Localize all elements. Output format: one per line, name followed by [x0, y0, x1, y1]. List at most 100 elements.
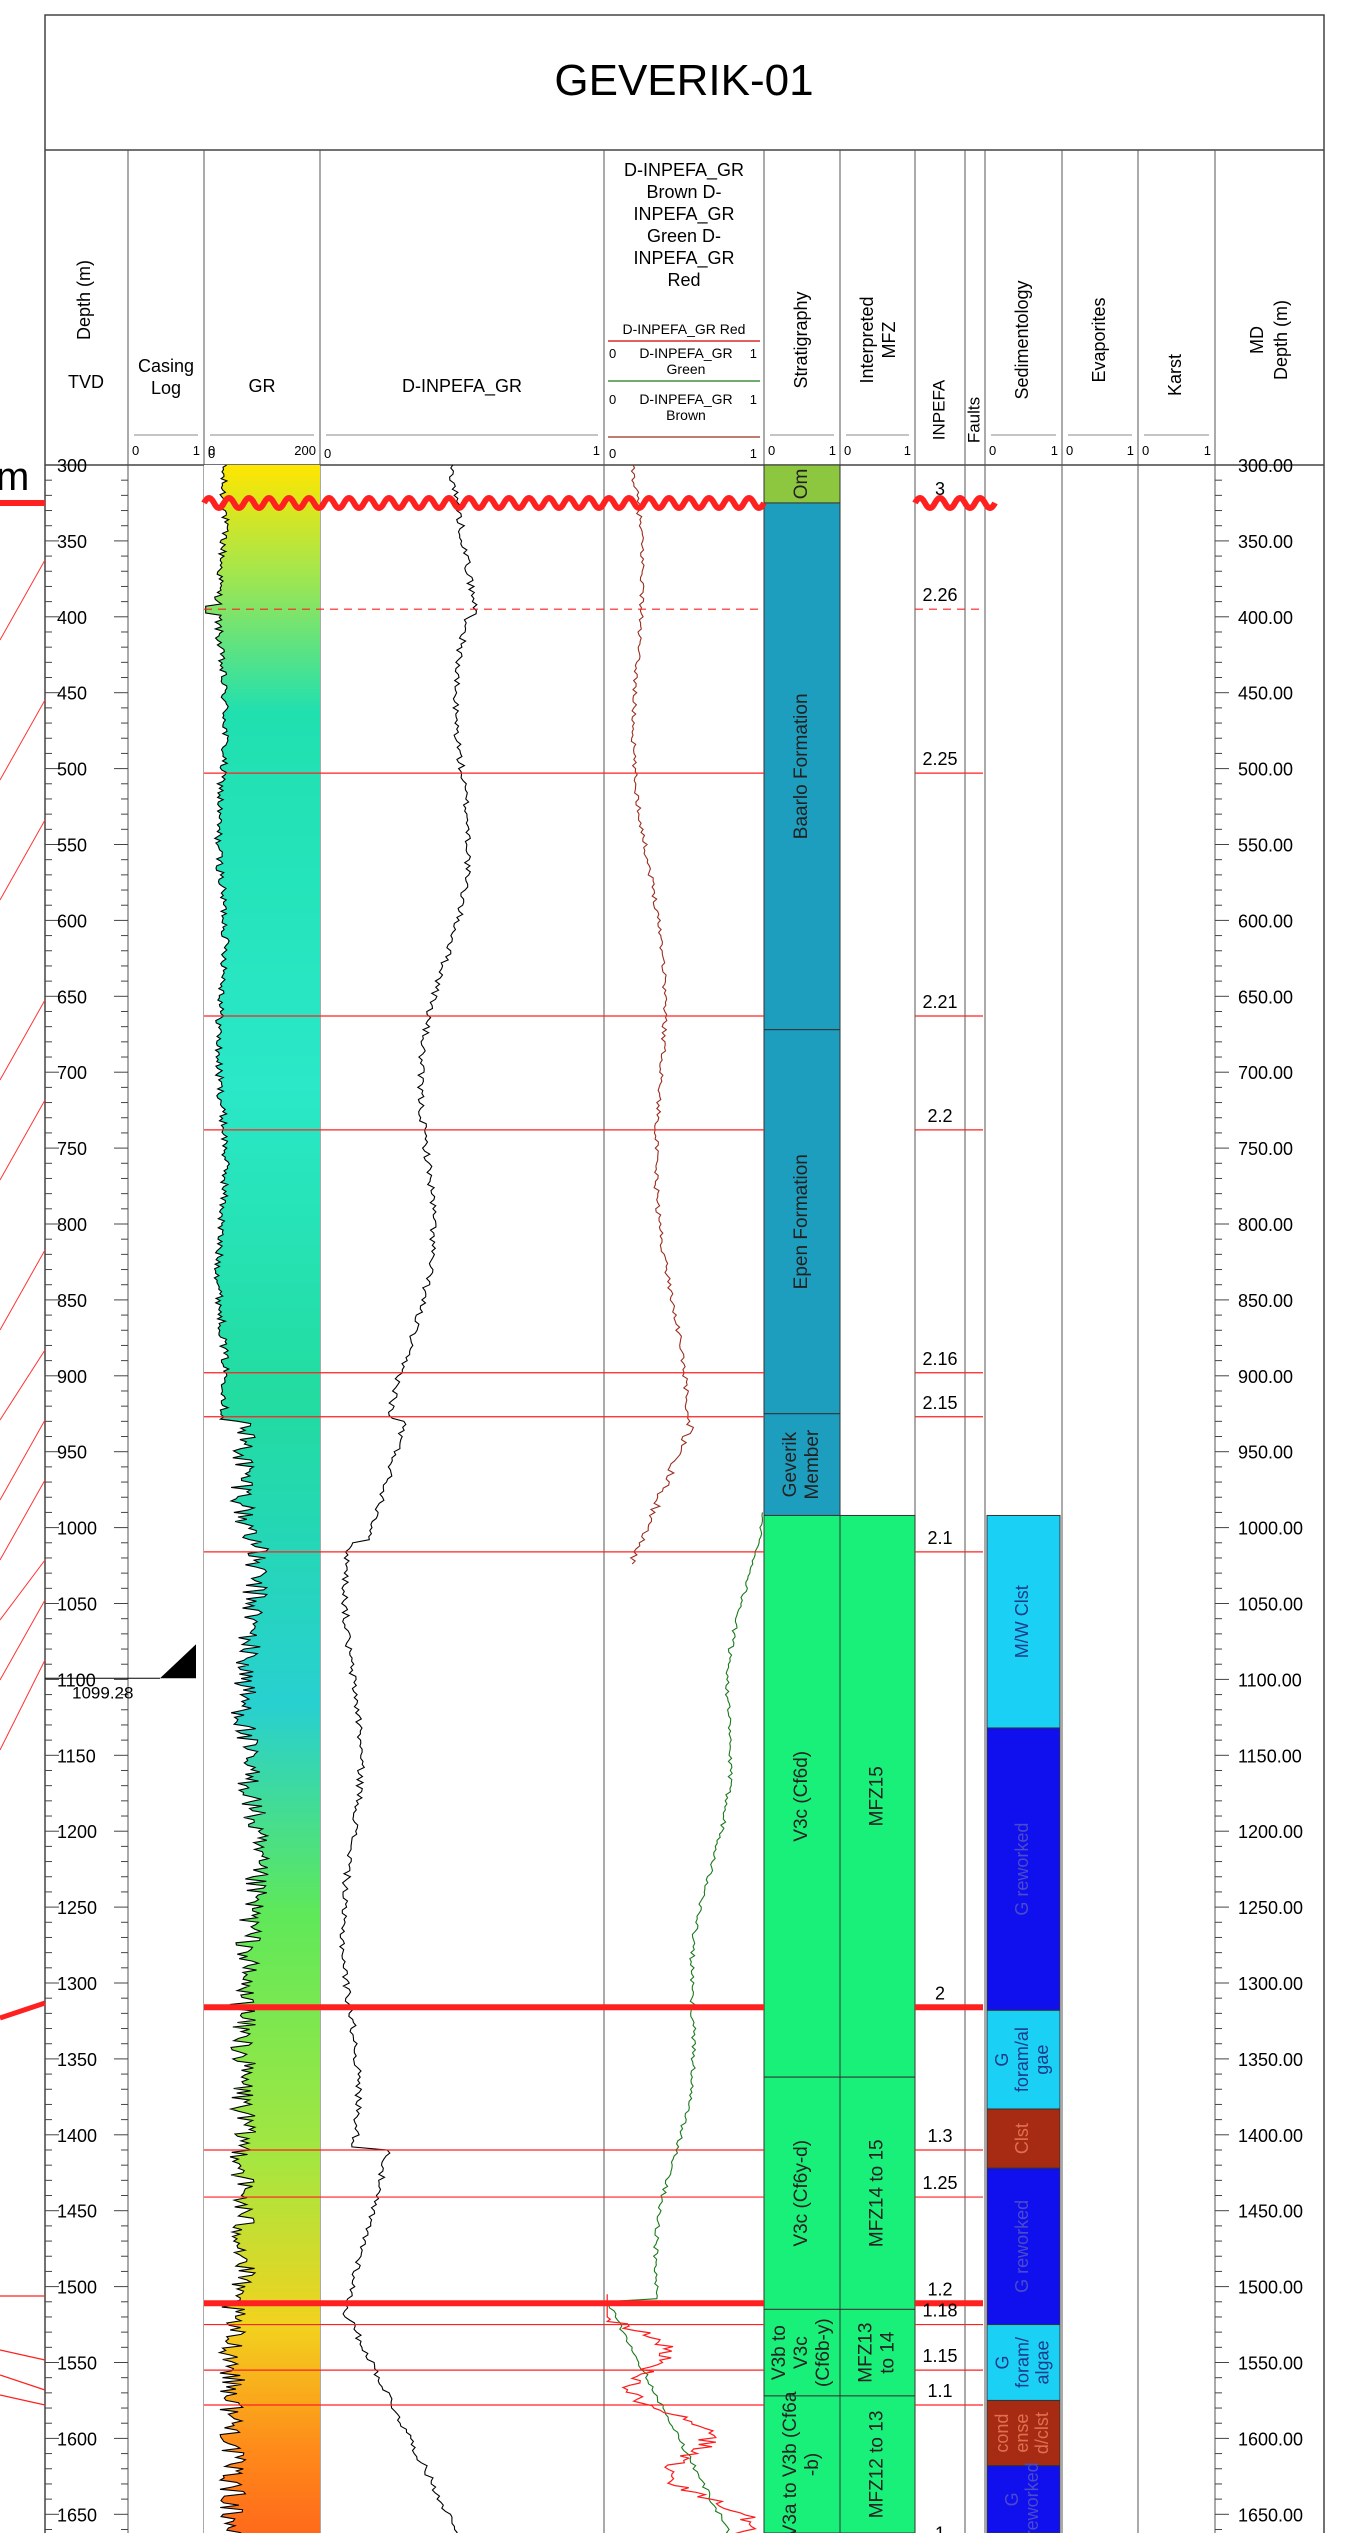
depth-header-label: Depth (m) [74, 260, 94, 340]
legend-green-min: 0 [609, 346, 616, 361]
evaporites-scale-max: 1 [1127, 443, 1134, 458]
correlation-line [0, 1659, 46, 1751]
md-tick-label: 1300.00 [1238, 1974, 1303, 1994]
faults-header-label: Faults [964, 397, 983, 443]
stratigraphy-unit [763, 1514, 841, 2078]
md-tick-label: 1650.00 [1238, 2505, 1303, 2525]
stratigraphy-scale-min: 0 [768, 443, 775, 458]
tvd-tick-label: 1000 [57, 1519, 97, 1539]
tvd-tick-label: 800 [57, 1215, 87, 1235]
legend-brown-max: 1 [750, 392, 757, 407]
dinpefa-colored-header-line: Brown D- [646, 182, 721, 202]
stratigraphy-unit-label: Geverik [780, 1431, 801, 1497]
sedimentology-unit [986, 2399, 1061, 2467]
stratigraphy-unit [763, 2308, 841, 2397]
sedimentology-unit [986, 1514, 1061, 1729]
casing-shoe-marker [160, 1644, 196, 1679]
karst-scale-min: 0 [1142, 443, 1149, 458]
md-tick-label: 400.00 [1238, 608, 1293, 628]
mfz-zone-label: MFZ13 [856, 2323, 877, 2383]
tvd-tick-label: 900 [57, 1367, 87, 1387]
correlation-line [0, 699, 46, 781]
tvd-tick-label: 700 [57, 1063, 87, 1083]
mfz-zone-label: MFZ15 [867, 1766, 888, 1826]
mfz-zone [839, 2395, 916, 2533]
stratigraphy-unit-label: V3c [791, 2336, 812, 2369]
sedimentology-unit-label: G [992, 2355, 1012, 2369]
sedimentology-unit-label: foram/al [1012, 2027, 1032, 2092]
sedimentology-unit-label: G reworked [1012, 2200, 1032, 2293]
inpefa-boundary-label: 2.16 [922, 1349, 957, 1369]
sedimentology-unit [986, 2167, 1061, 2326]
md-header-line1: MD [1247, 326, 1267, 354]
md-tick-label: 1100.00 [1238, 1670, 1302, 1690]
dinpefa-green-curve [604, 1512, 763, 2533]
md-tick-label: 1450.00 [1238, 2202, 1303, 2222]
dinpefa-colored-header-line: D-INPEFA_GR [624, 160, 744, 181]
stratigraphy-unit-label: Epen Formation [791, 1154, 812, 1289]
md-tick-label: 600.00 [1238, 911, 1293, 931]
casing-header-line2: Log [151, 378, 181, 398]
mfz-zone-label: to 14 [878, 2331, 899, 2374]
tvd-tick-label: 1100 [57, 1670, 96, 1690]
md-tick-label: 850.00 [1238, 1291, 1293, 1311]
mfz-zone-label: MFZ14 to 15 [867, 2139, 888, 2247]
evaporites-scale-min: 0 [1066, 443, 1073, 458]
mfz-scale-min: 0 [844, 443, 851, 458]
stratigraphy-unit-label: V3b to [769, 2325, 790, 2380]
legend-brown-min: 0 [609, 392, 616, 407]
md-tick-label: 1200.00 [1238, 1822, 1303, 1842]
md-tick-label: 1350.00 [1238, 2050, 1303, 2070]
mfz-zone [839, 2076, 916, 2310]
correlation-line [0, 1099, 46, 1181]
stratigraphy-unit-label: Baarlo Formation [791, 693, 812, 839]
inpefa-boundary-label: 1.1 [927, 2381, 952, 2401]
casing-scale-min: 0 [132, 443, 139, 458]
chart-title: GEVERIK-01 [554, 56, 813, 105]
legend-brown-label: D-INPEFA_GR [639, 391, 732, 407]
tvd-tick-label: 400 [57, 608, 87, 628]
legend-red-label: D-INPEFA_GR Red [623, 321, 746, 337]
sedimentology-unit-label: G [992, 2053, 1012, 2067]
tvd-tick-label: 500 [57, 760, 87, 780]
stratigraphy-unit [763, 1029, 841, 1415]
tvd-tick-label: 350 [57, 532, 87, 552]
md-tick-label: 300.00 [1238, 456, 1293, 476]
correlation-line [0, 819, 46, 901]
inpefa-boundary-label: 2.25 [922, 749, 957, 769]
inpefa-boundary-label: 1 [935, 2524, 945, 2533]
sedimentology-unit-label: foram/ [1012, 2337, 1032, 2388]
sedimentology-header-label: Sedimentology [1012, 280, 1032, 399]
stratigraphy-scale-max: 1 [829, 443, 836, 458]
md-tick-label: 1550.00 [1238, 2354, 1303, 2374]
md-tick-label: 1400.00 [1238, 2126, 1303, 2146]
sedimentology-unit-label: ense [1012, 2414, 1032, 2453]
tvd-tick-label: 1550 [57, 2354, 97, 2374]
left-margin-correlation: m [0, 455, 46, 2406]
correlation-line [0, 999, 46, 1081]
karst-header-label: Karst [1165, 354, 1185, 396]
inpefa-boundary-label: 2.1 [927, 1528, 952, 1548]
evaporites-header-label: Evaporites [1089, 297, 1109, 382]
casing-scale-max: 1 [193, 443, 200, 458]
casing-shoe-label: 1099.28 [72, 1683, 133, 1702]
sedimentology-unit-label: Clst [1012, 2123, 1032, 2154]
mfz-zone [839, 2308, 916, 2397]
legend-green-label-2: Green [667, 361, 706, 377]
dinpefa-scale-min: 0 [324, 446, 331, 461]
stratigraphy-unit-label: Om [791, 469, 812, 500]
inpefa-boundary-label: 1.2 [927, 2279, 952, 2299]
sedimentology-unit-label: gae [1032, 2045, 1052, 2075]
unconformity-line-inpefa [912, 495, 998, 511]
gr-scale-min: 0 [208, 443, 215, 458]
correlation-line [0, 1249, 46, 1331]
tvd-tick-label: 1450 [57, 2202, 97, 2222]
dinpefa-red-curve [605, 2294, 757, 2533]
correlation-line [0, 1599, 46, 1681]
inpefa-boundary-label: 2.26 [922, 585, 957, 605]
md-tick-label: 900.00 [1238, 1367, 1293, 1387]
sedimentology-unit-label: algae [1032, 2340, 1052, 2384]
